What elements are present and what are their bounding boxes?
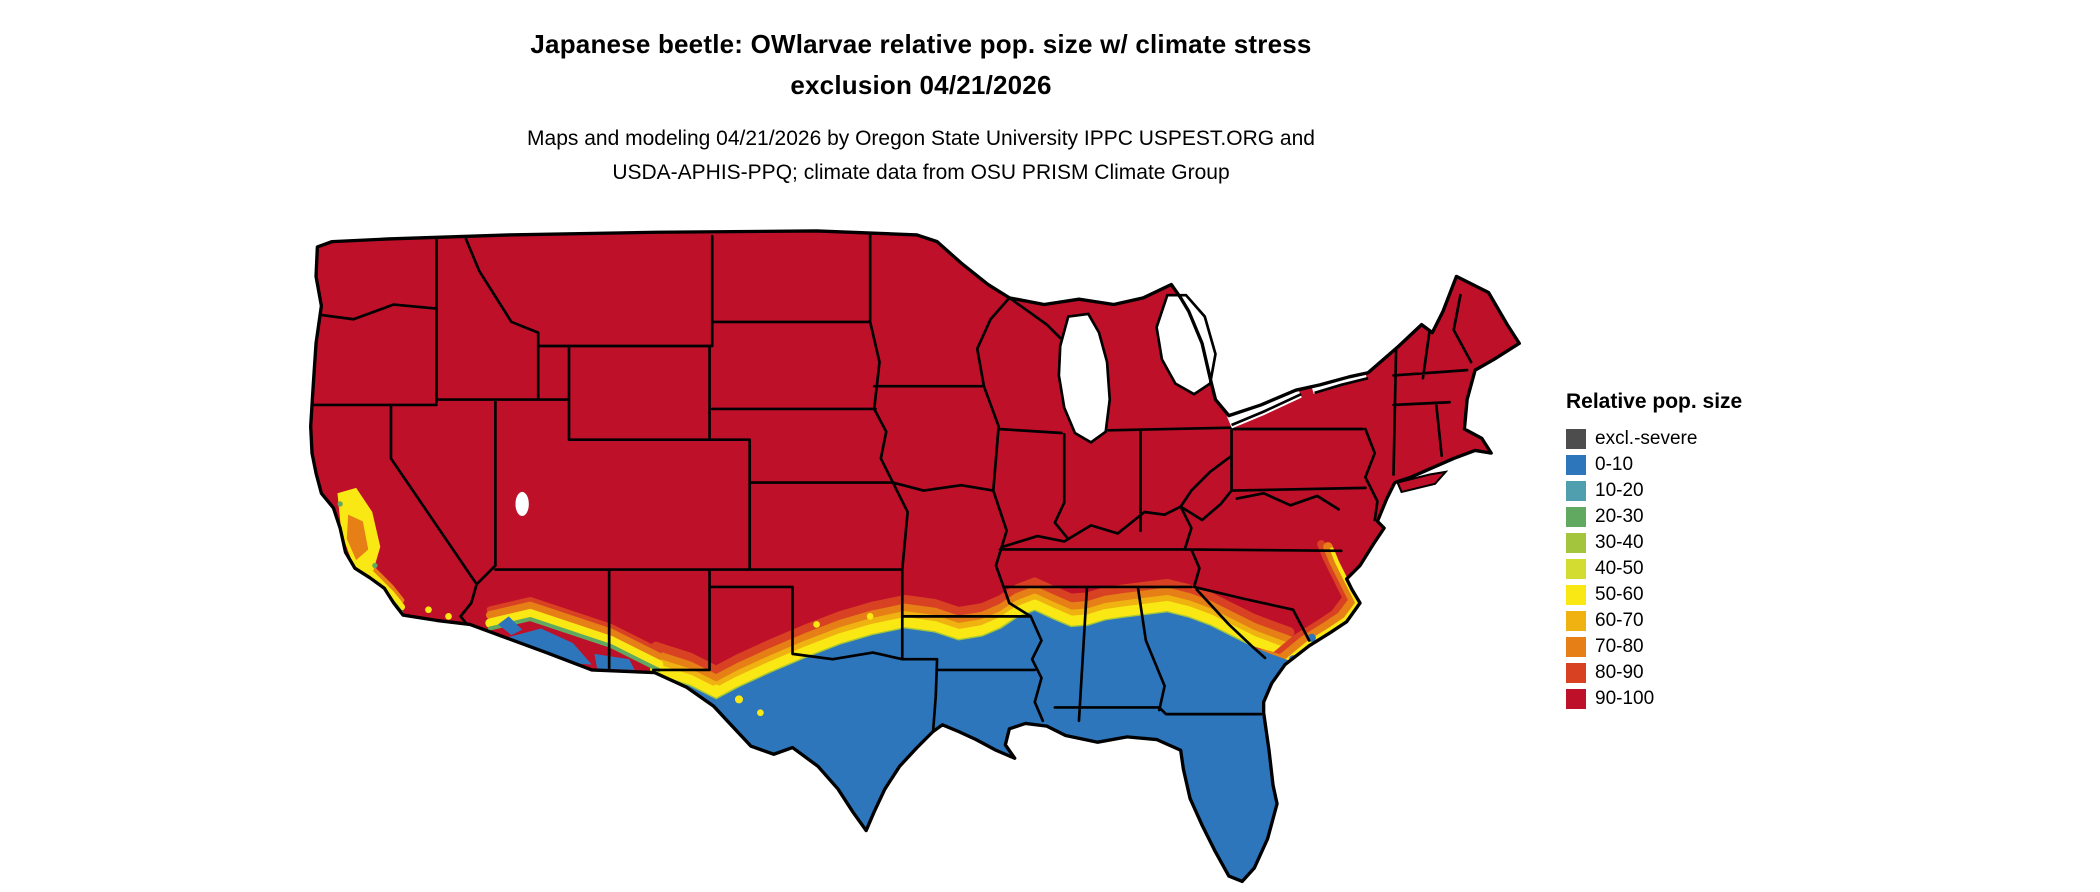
legend-row-60-70: 60-70 bbox=[1566, 608, 1826, 634]
state-borders bbox=[310, 232, 1473, 733]
map-subtitle-line2: USDA-APHIS-PPQ; climate data from OSU PR… bbox=[612, 161, 1230, 184]
lake-erie-shore bbox=[1231, 392, 1302, 427]
legend-row-excl: excl.-severe bbox=[1566, 426, 1826, 452]
great-lakes bbox=[515, 293, 1369, 517]
map-high-region bbox=[310, 230, 1520, 882]
map-title-line2: exclusion 04/21/2026 bbox=[790, 70, 1052, 100]
map-low-region-phoenix bbox=[498, 616, 523, 636]
ca-green-speck-2 bbox=[372, 562, 378, 569]
map-subtitle: Maps and modeling 04/21/2026 by Oregon S… bbox=[121, 122, 1721, 190]
map-title: Japanese beetle: OWlarvae relative pop. … bbox=[121, 24, 1721, 106]
legend-swatch-80-90 bbox=[1566, 663, 1586, 683]
wtx-yellow-speck-1 bbox=[712, 684, 721, 693]
legend-title: Relative pop. size bbox=[1566, 390, 1743, 413]
lake-ontario-shore bbox=[1314, 376, 1369, 395]
map-low-region-arizona-1 bbox=[506, 628, 592, 665]
legend-label-50-60: 50-60 bbox=[1595, 584, 1644, 605]
us-choropleth-map bbox=[308, 228, 1526, 887]
wtx-low-speck-2 bbox=[749, 731, 758, 740]
ca-green-speck-1 bbox=[337, 501, 343, 507]
wtx-yellow-speck-3 bbox=[757, 709, 764, 717]
ca-valley-orange-patch bbox=[346, 514, 369, 561]
ctx-yellow-speck-1 bbox=[813, 621, 820, 628]
great-salt-lake bbox=[515, 491, 529, 517]
legend-label-excl-severe: excl.-severe bbox=[1595, 428, 1698, 449]
legend-row-10-20: 10-20 bbox=[1566, 478, 1826, 504]
map-low-region-arizona-2 bbox=[594, 653, 635, 670]
mojave-yellow-speck-2 bbox=[445, 613, 452, 620]
map-title-line1: Japanese beetle: OWlarvae relative pop. … bbox=[530, 29, 1312, 59]
legend-swatch-excl-severe bbox=[1566, 429, 1586, 449]
legend-row-20-30: 20-30 bbox=[1566, 504, 1826, 530]
legend-swatch-20-30 bbox=[1566, 507, 1586, 527]
long-island bbox=[1396, 470, 1449, 494]
lake-huron bbox=[1155, 293, 1217, 396]
legend-label-20-30: 20-30 bbox=[1595, 506, 1644, 527]
legend-swatch-0-10 bbox=[1566, 455, 1586, 475]
ctx-yellow-speck-2 bbox=[866, 613, 874, 620]
legend-row-70-80: 70-80 bbox=[1566, 634, 1826, 660]
legend-swatch-60-70 bbox=[1566, 611, 1586, 631]
map-legend: Relative pop. size excl.-severe 0-10 10-… bbox=[1566, 390, 1826, 712]
legend-label-70-80: 70-80 bbox=[1595, 636, 1644, 657]
legend-row-80-90: 80-90 bbox=[1566, 660, 1826, 686]
wtx-yellow-speck-2 bbox=[734, 695, 743, 704]
legend-row-90-100: 90-100 bbox=[1566, 686, 1826, 712]
legend-swatch-40-50 bbox=[1566, 559, 1586, 579]
map-header: Japanese beetle: OWlarvae relative pop. … bbox=[121, 24, 1721, 190]
legend-row-40-50: 40-50 bbox=[1566, 556, 1826, 582]
legend-row-30-40: 30-40 bbox=[1566, 530, 1826, 556]
map-subtitle-line1: Maps and modeling 04/21/2026 by Oregon S… bbox=[527, 127, 1315, 150]
legend-swatch-70-80 bbox=[1566, 637, 1586, 657]
map-low-region-south bbox=[654, 611, 1290, 882]
legend-swatch-10-20 bbox=[1566, 481, 1586, 501]
legend-row-50-60: 50-60 bbox=[1566, 582, 1826, 608]
legend-label-10-20: 10-20 bbox=[1595, 480, 1644, 501]
legend-label-0-10: 0-10 bbox=[1595, 454, 1634, 475]
lake-michigan bbox=[1057, 312, 1112, 444]
legend-label-80-90: 80-90 bbox=[1595, 662, 1644, 683]
us-map-svg bbox=[309, 229, 1521, 884]
mojave-yellow-speck-1 bbox=[425, 606, 432, 614]
legend-swatch-30-40 bbox=[1566, 533, 1586, 553]
legend-label-90-100: 90-100 bbox=[1595, 688, 1655, 709]
legend-row-0-10: 0-10 bbox=[1566, 452, 1826, 478]
legend-label-30-40: 30-40 bbox=[1595, 532, 1644, 553]
legend-label-40-50: 40-50 bbox=[1595, 558, 1644, 579]
legend-label-60-70: 60-70 bbox=[1595, 610, 1644, 631]
legend-swatch-50-60 bbox=[1566, 585, 1586, 605]
legend-swatch-90-100 bbox=[1566, 689, 1586, 709]
